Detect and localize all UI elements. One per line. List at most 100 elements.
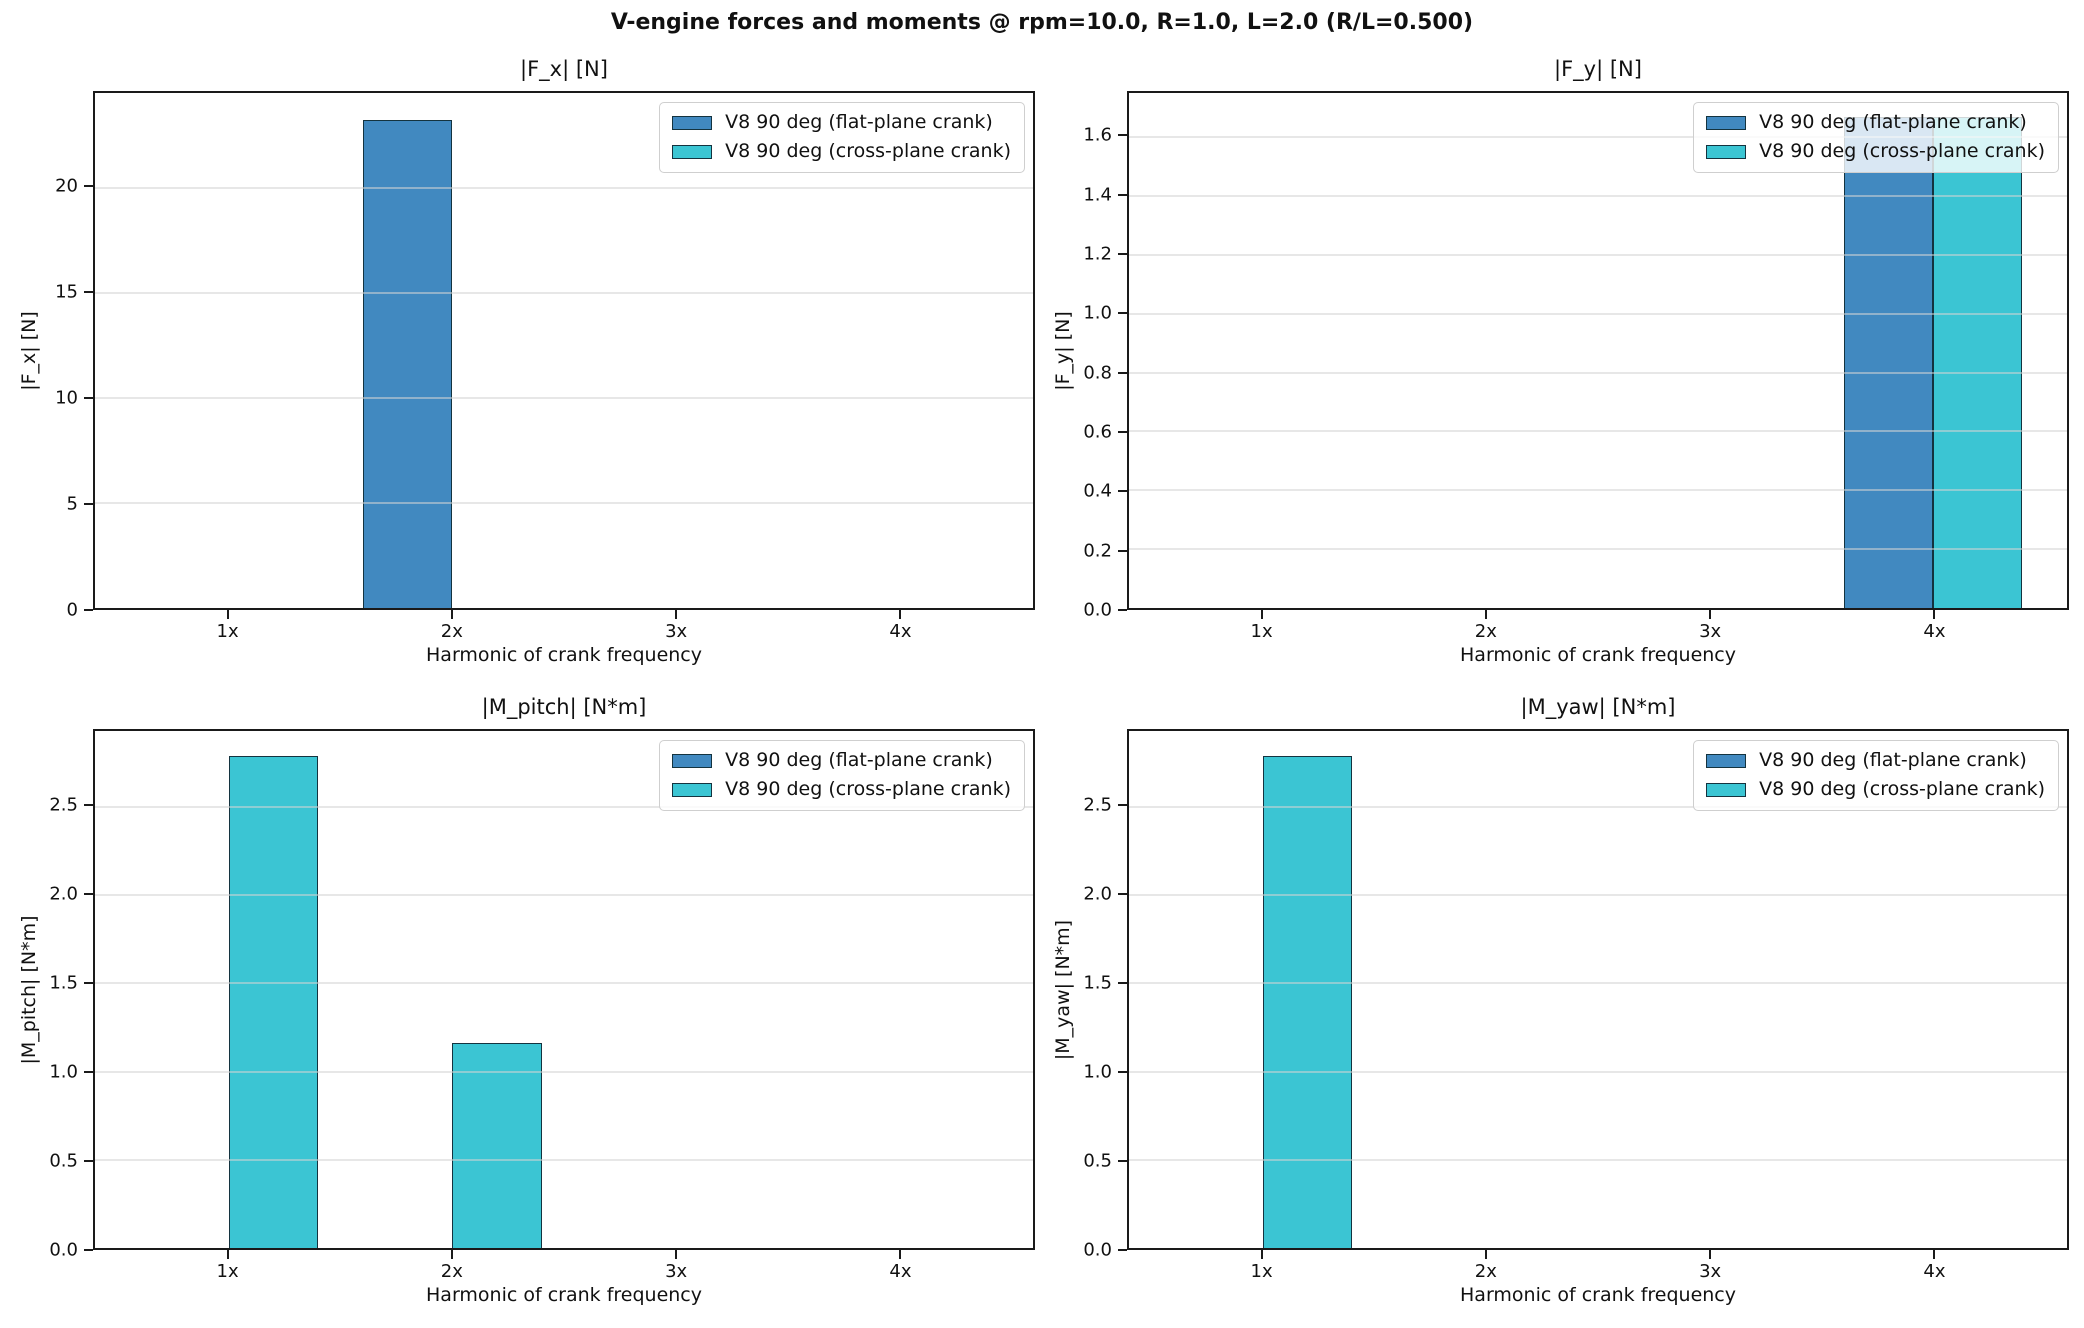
gridline-y [95,1158,1033,1161]
legend: V8 90 deg (flat-plane crank) V8 90 deg (c… [1693,740,2059,811]
x-tick [226,610,229,619]
x-tick [1709,1250,1712,1259]
x-tick [675,1250,678,1259]
y-tick-label: 5 [66,493,78,515]
x-tick [1260,1250,1263,1259]
x-axis-label: Harmonic of crank frequency [426,644,702,666]
y-tick-label: 1.0 [1083,1061,1112,1083]
y-tick [1118,134,1127,137]
y-tick-label: 1.4 [1083,184,1112,206]
gridline-y [95,291,1033,294]
y-tick-label: 1.0 [1083,302,1112,324]
cross-plane-swatch-icon [672,144,713,159]
y-axis-label: |F_x| [N] [18,310,40,391]
x-tick [1933,1250,1936,1259]
y-tick [1118,490,1127,493]
x-tick-label: 2x [1474,1261,1497,1282]
y-tick-label: 1.5 [1083,972,1112,994]
bar-cross-plane-2x [452,1043,542,1248]
legend-item: V8 90 deg (cross-plane crank) [672,139,1011,163]
y-tick [1118,893,1127,896]
plot-area-myaw: V8 90 deg (flat-plane crank) V8 90 deg (c… [1127,729,2069,1250]
x-tick [450,1250,453,1259]
axes-title: |F_x| [N] [520,57,608,81]
x-tick [450,610,453,619]
y-tick-label: 0.8 [1083,362,1112,384]
legend-label: V8 90 deg (flat-plane crank) [1759,111,2027,133]
y-tick [1118,193,1127,196]
x-tick-label: 1x [1250,621,1273,642]
flat-plane-swatch-icon [672,753,713,768]
y-tick-label: 2.0 [49,883,78,905]
gridline-y [95,1070,1033,1073]
legend-label: V8 90 deg (cross-plane crank) [725,777,1011,800]
y-tick-label: 0.0 [1083,1239,1112,1261]
y-tick-label: 0.5 [1083,1150,1112,1172]
legend-label: V8 90 deg (flat-plane crank) [725,111,993,133]
bar-cross-plane-1x [229,755,319,1248]
y-tick-label: 15 [55,281,78,303]
x-tick-label: 3x [1699,1261,1722,1282]
y-tick [1118,371,1127,374]
legend-label: V8 90 deg (cross-plane crank) [1759,139,2045,162]
gridline-y [95,501,1033,504]
x-tick [226,1250,229,1259]
y-tick-label: 2.5 [49,794,78,816]
legend: V8 90 deg (flat-plane crank) V8 90 deg (c… [659,102,1025,173]
x-tick [675,610,678,619]
plot-area-mpitch: V8 90 deg (flat-plane crank) V8 90 deg (c… [93,729,1035,1250]
y-axis-label: |F_y| [N] [1052,310,1074,391]
y-tick-label: 0.0 [49,1239,78,1261]
legend-label: V8 90 deg (cross-plane crank) [1759,777,2045,800]
flat-plane-swatch-icon [1706,753,1747,768]
gridline-y [95,396,1033,399]
y-tick-label: 0.4 [1083,480,1112,502]
x-tick-label: 4x [889,1261,912,1282]
x-tick [899,610,902,619]
legend-item: V8 90 deg (flat-plane crank) [1706,111,2045,134]
y-tick-label: 0.2 [1083,540,1112,562]
legend-item: V8 90 deg (cross-plane crank) [672,777,1011,801]
y-tick [1118,1071,1127,1074]
y-tick-label: 1.2 [1083,243,1112,265]
y-tick-label: 1.0 [49,1061,78,1083]
y-tick-label: 2.5 [1083,794,1112,816]
y-tick-label: 20 [55,175,78,197]
legend-label: V8 90 deg (cross-plane crank) [725,139,1011,162]
x-tick [1260,610,1263,619]
x-tick-label: 2x [1474,621,1497,642]
bar-flat-plane-4x [1843,116,1933,608]
x-tick-label: 1x [216,621,239,642]
y-axis-label: |M_yaw| [N*m] [1052,919,1074,1060]
y-tick-label: 0 [66,599,78,621]
y-tick-label: 2.0 [1083,883,1112,905]
gridline-y [1129,894,2067,897]
cross-plane-swatch-icon [1706,144,1747,159]
legend-item: V8 90 deg (flat-plane crank) [672,749,1011,772]
x-tick-label: 2x [440,621,463,642]
x-tick [1933,610,1936,619]
y-tick [84,609,93,611]
flat-plane-swatch-icon [672,115,713,130]
y-tick [84,804,93,807]
y-tick [1118,312,1127,315]
gridline-y [1129,1070,2067,1073]
gridline-y [1129,253,2067,256]
y-tick-label: 0.0 [1083,599,1112,621]
y-tick-label: 1.5 [49,972,78,994]
gridline-y [1129,805,2067,808]
x-tick [1709,610,1712,619]
cross-plane-swatch-icon [672,782,713,797]
y-tick [1118,1160,1127,1163]
y-tick [1118,804,1127,807]
gridline-y [1129,371,2067,374]
legend: V8 90 deg (flat-plane crank) V8 90 deg (c… [659,740,1025,811]
plot-area-fy: V8 90 deg (flat-plane crank) V8 90 deg (c… [1127,91,2069,610]
gridline-y [1129,312,2067,315]
x-tick-label: 1x [216,1261,239,1282]
x-tick-label: 3x [1699,621,1722,642]
x-tick-label: 1x [1250,1261,1273,1282]
gridline-y [1129,489,2067,492]
